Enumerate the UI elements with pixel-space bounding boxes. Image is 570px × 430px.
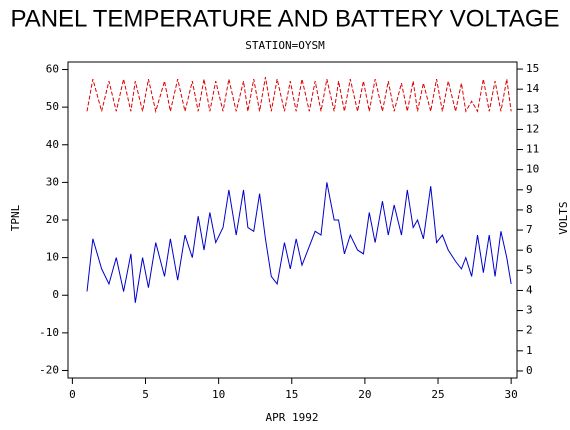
x-tick-label: 0 bbox=[69, 388, 76, 401]
y-tick-label: 10 bbox=[46, 251, 59, 264]
y2-tick-label: 8 bbox=[526, 203, 533, 216]
y2-tick-label: 4 bbox=[526, 283, 533, 296]
y2-tick-label: 7 bbox=[526, 223, 533, 236]
plot-frame bbox=[67, 61, 518, 379]
x-tick-label: 5 bbox=[142, 388, 149, 401]
y2-tick-label: 1 bbox=[526, 344, 533, 357]
y-tick-label: 60 bbox=[46, 63, 59, 76]
y2-tick-label: 11 bbox=[526, 143, 539, 156]
chart-title: PANEL TEMPERATURE AND BATTERY VOLTAGE bbox=[10, 5, 559, 32]
y-tick-label: 30 bbox=[46, 175, 59, 188]
y-tick-label: -10 bbox=[39, 326, 59, 339]
y-tick-label: 0 bbox=[52, 288, 59, 301]
x-axis-label: APR 1992 bbox=[266, 411, 319, 424]
y2-tick-label: 2 bbox=[526, 324, 533, 337]
x-tick-label: 25 bbox=[431, 388, 444, 401]
y2-tick-label: 9 bbox=[526, 183, 533, 196]
y-axis-label: TPNL bbox=[9, 204, 22, 231]
y2-tick-label: 0 bbox=[526, 364, 533, 377]
y-tick-label: -20 bbox=[39, 363, 59, 376]
y-tick-label: 50 bbox=[46, 100, 59, 113]
chart-subtitle: STATION=OYSM bbox=[245, 39, 325, 52]
series-line bbox=[86, 182, 512, 303]
y2-tick-label: 12 bbox=[526, 122, 539, 135]
y2-tick-label: 14 bbox=[526, 82, 540, 95]
x-tick-label: 15 bbox=[285, 388, 298, 401]
series-line bbox=[86, 77, 512, 114]
y2-tick-label: 15 bbox=[526, 62, 539, 75]
x-tick-label: 20 bbox=[358, 388, 371, 401]
y2-axis-label: VOLTS bbox=[557, 201, 570, 234]
y2-tick-label: 6 bbox=[526, 243, 533, 256]
y-tick-label: 20 bbox=[46, 213, 59, 226]
y2-tick-label: 3 bbox=[526, 304, 533, 317]
y2-tick-label: 13 bbox=[526, 102, 539, 115]
x-tick-label: 10 bbox=[212, 388, 225, 401]
y2-tick-label: 10 bbox=[526, 163, 539, 176]
y2-tick-label: 5 bbox=[526, 263, 533, 276]
y-tick-label: 40 bbox=[46, 138, 59, 151]
x-tick-label: 30 bbox=[505, 388, 518, 401]
